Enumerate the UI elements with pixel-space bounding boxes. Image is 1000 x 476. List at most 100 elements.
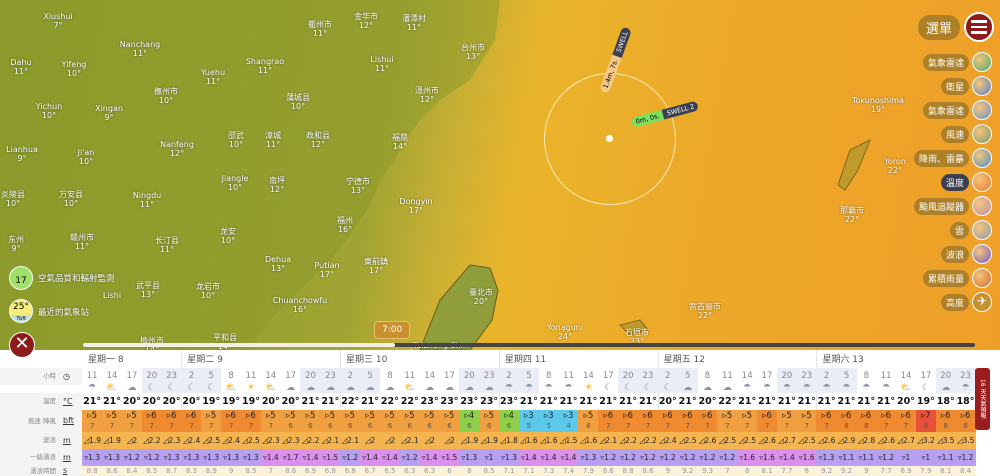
map-city-label[interactable]: 邵武 10° xyxy=(228,131,244,149)
map-city-label[interactable]: 石垣市 23° xyxy=(625,328,649,346)
close-icon[interactable]: ✕ xyxy=(9,332,35,358)
map-city-label[interactable]: 福州 16° xyxy=(337,216,353,234)
layer-衛星[interactable]: 衛星 xyxy=(940,76,992,96)
layer-氣象雷達[interactable]: 氣象雷達 xyxy=(922,52,992,72)
map-city-label[interactable]: 赣州市 11° xyxy=(70,233,94,251)
map-city-label[interactable]: 溫州市 12° xyxy=(415,86,439,104)
city-temp: 12° xyxy=(358,21,374,30)
swell-cell: ▿1.4 xyxy=(260,449,281,466)
city-temp: 12° xyxy=(269,185,285,194)
air-quality-button[interactable]: 17 xyxy=(9,266,33,290)
map-city-label[interactable]: 金华市 12° xyxy=(354,12,378,30)
map-city-label[interactable]: 臺北市 20° xyxy=(469,288,493,306)
menu-button[interactable]: 選單 xyxy=(917,12,994,42)
wind-cell: ▹5 7 xyxy=(82,410,103,432)
map-city-label[interactable]: Yifeng 10° xyxy=(62,60,87,78)
map-city-label[interactable]: 宮古島市 22° xyxy=(689,302,721,320)
swell-cell: ▿1.4 xyxy=(558,449,579,466)
map-city-label[interactable]: 東前鎮 17° xyxy=(364,257,388,275)
night-icon: ☾ xyxy=(657,384,678,393)
weather-station-button[interactable]: 25° 7bft xyxy=(9,299,33,323)
map-city-label[interactable]: Lianhua 9° xyxy=(6,145,38,163)
map-city-label[interactable]: 南坪 12° xyxy=(269,176,285,194)
row-label-name: 小時 xyxy=(43,372,56,380)
air-quality-label[interactable]: 空氣品質和輻射監測 xyxy=(38,274,115,284)
city-temp: 16° xyxy=(337,225,353,234)
layer-溫度[interactable]: 溫度 xyxy=(940,172,992,192)
weather-station-label[interactable]: 最近的氣象站 xyxy=(38,308,90,318)
map-city-label[interactable]: 那霸市 22° xyxy=(840,206,864,224)
map-city-label[interactable]: Ningdu 11° xyxy=(133,191,162,209)
wave-cell: ◿2.6 xyxy=(697,432,718,449)
gust-value: 6 xyxy=(328,422,333,430)
map-city-label[interactable]: Nanfeng 12° xyxy=(160,140,194,158)
map-city-label[interactable]: 万安县 10° xyxy=(59,190,83,208)
map-city-label[interactable]: Lishi xyxy=(103,291,121,300)
map-city-label[interactable]: Yonaguni 24° xyxy=(547,323,583,341)
map-city-label[interactable]: 福鼎 14° xyxy=(392,133,408,151)
city-temp: 23° xyxy=(629,337,645,346)
layer-高度[interactable]: 高度 ✈ xyxy=(940,292,992,312)
layer-風速[interactable]: 風速 xyxy=(940,124,992,144)
map-city-label[interactable]: Dehua 13° xyxy=(265,255,291,273)
wind-value: ▹6 xyxy=(762,411,772,421)
map-city-label[interactable]: 漳城 11° xyxy=(265,131,281,149)
wind-value: ▹5 xyxy=(365,411,375,421)
map-city-label[interactable]: Ji'an 10° xyxy=(78,148,95,166)
map-city-label[interactable]: 梅州市 14° xyxy=(140,336,164,350)
hour-cell: 8 xyxy=(704,371,711,381)
location-marker[interactable] xyxy=(606,135,613,142)
layer-波浪[interactable]: 波浪 xyxy=(940,244,992,264)
map-city-label[interactable]: Dongyin 17° xyxy=(399,197,432,215)
swell-period-cell: 9.2 xyxy=(816,466,837,476)
map-city-label[interactable]: Yoron 22° xyxy=(884,157,906,175)
map-city-label[interactable]: Dahu 11° xyxy=(10,58,31,76)
map-city-label[interactable]: 东州 9° xyxy=(8,235,24,253)
gust-value: 6 xyxy=(347,422,353,430)
map-city-label[interactable]: Lishui 11° xyxy=(370,55,393,73)
city-name: 万安县 xyxy=(59,190,83,199)
hour-cell: 17 xyxy=(285,371,297,381)
map-city-label[interactable]: 撫州市 10° xyxy=(154,87,178,105)
city-name: 石垣市 xyxy=(625,328,649,337)
layer-label: 風速 xyxy=(940,125,969,143)
layer-累積雨量[interactable]: 累積雨量 xyxy=(922,268,992,288)
map-city-label[interactable]: 龙岩市 10° xyxy=(196,282,220,300)
map-city-label[interactable]: 蒲城县 10° xyxy=(286,93,310,111)
hour-cell: 14 xyxy=(741,371,753,381)
hour-cell: 5 xyxy=(836,368,857,385)
map-city-label[interactable]: Yuehu 11° xyxy=(201,68,225,86)
time-badge[interactable]: 7:00 xyxy=(374,321,411,339)
map-city-label[interactable]: Shangrao 11° xyxy=(246,57,284,75)
weather-map[interactable]: Xiushui 7° Nanchang 11° Dahu 11° Yifeng 10° Yich… xyxy=(0,0,1000,350)
wind-cell: ▹6 7 xyxy=(617,410,639,432)
map-city-label[interactable]: 宁德市 13° xyxy=(346,177,370,195)
layer-颱風追蹤器[interactable]: 颱風追蹤器 xyxy=(913,196,992,216)
map-city-label[interactable]: Xingan 9° xyxy=(95,104,123,122)
map-city-label[interactable]: 武平县 13° xyxy=(136,281,160,299)
map-city-label[interactable]: 长汀县 11° xyxy=(155,236,179,254)
gust-value: 7 xyxy=(189,422,194,430)
map-city-label[interactable]: 衢州市 11° xyxy=(308,20,332,38)
map-city-label[interactable]: Jiangle 10° xyxy=(222,174,249,192)
map-city-label[interactable]: 政和县 12° xyxy=(306,131,330,149)
map-city-label[interactable]: 潘潭村 11° xyxy=(402,14,426,32)
map-city-label[interactable]: Chuanchowfu 16° xyxy=(273,296,328,314)
cloudy-icon: ☁ xyxy=(459,384,480,393)
gust-value: 7 xyxy=(89,422,95,430)
layer-氣象雷達[interactable]: 氣象雷達 xyxy=(922,100,992,120)
map-city-label[interactable]: Putian 17° xyxy=(314,261,339,279)
map-city-label[interactable]: 平和县14° xyxy=(213,333,237,350)
layer-降雨、雷暴[interactable]: 降雨、雷暴 xyxy=(913,148,992,168)
timeline-slider[interactable] xyxy=(83,343,975,347)
map-city-label[interactable]: 炎陵县 10° xyxy=(1,190,25,208)
row-unit: m xyxy=(63,453,71,462)
map-city-label[interactable]: 龙安 10° xyxy=(220,227,236,245)
map-city-label[interactable]: Yichun 10° xyxy=(36,102,62,120)
map-city-label[interactable]: Xiushui 7° xyxy=(43,12,72,30)
map-city-label[interactable]: 台州市 13° xyxy=(461,43,485,61)
map-city-label[interactable]: Nanchang 11° xyxy=(120,40,160,58)
map-city-label[interactable]: Tokunoshima 19° xyxy=(852,96,904,114)
layer-雲[interactable]: 雲 xyxy=(949,220,992,240)
16-day-forecast-button[interactable]: 16 天天氣預報 xyxy=(975,368,990,430)
